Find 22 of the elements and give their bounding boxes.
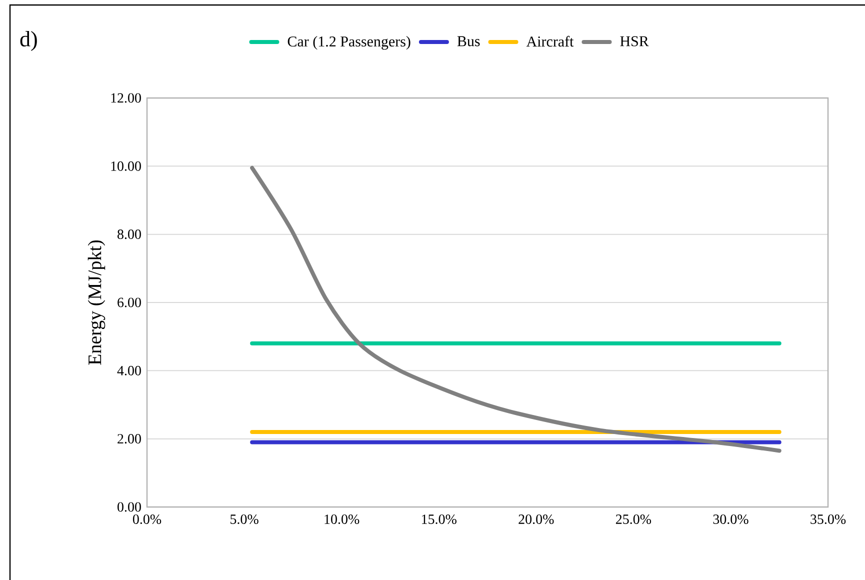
line-series	[250, 166, 782, 453]
y-tick-label: 12.00	[111, 93, 141, 103]
x-tick-label: 25.0%	[616, 514, 652, 524]
y-tick-label: 4.00	[117, 366, 141, 376]
x-tick-label: 30.0%	[713, 514, 748, 524]
y-tick-label: 2.00	[118, 434, 141, 444]
y-tick-label: 6.00	[118, 298, 141, 308]
y-tick-label: 10.00	[111, 161, 141, 171]
x-tick-label: 35.0%	[810, 514, 846, 524]
legend-label: Bus	[457, 36, 480, 46]
legend-label: Car (1.2 Passengers)	[288, 36, 410, 50]
x-tick-label: 10.0%	[324, 514, 360, 524]
x-tick-label: 5.0%	[230, 514, 258, 524]
y-tick-label: 8.00	[118, 230, 141, 240]
y-tick-label: 0.00	[118, 502, 141, 512]
legend-label: Aircraft	[526, 36, 574, 47]
x-tick-label: 20.0%	[518, 514, 554, 524]
x-tick-label: 0.0%	[132, 514, 162, 524]
legend-label: HSR	[620, 36, 649, 46]
chart-title: d)	[20, 31, 37, 51]
x-tick-label: 15.0%	[422, 514, 456, 524]
y-axis-title: Energy (MJ/pkt)	[88, 240, 106, 365]
